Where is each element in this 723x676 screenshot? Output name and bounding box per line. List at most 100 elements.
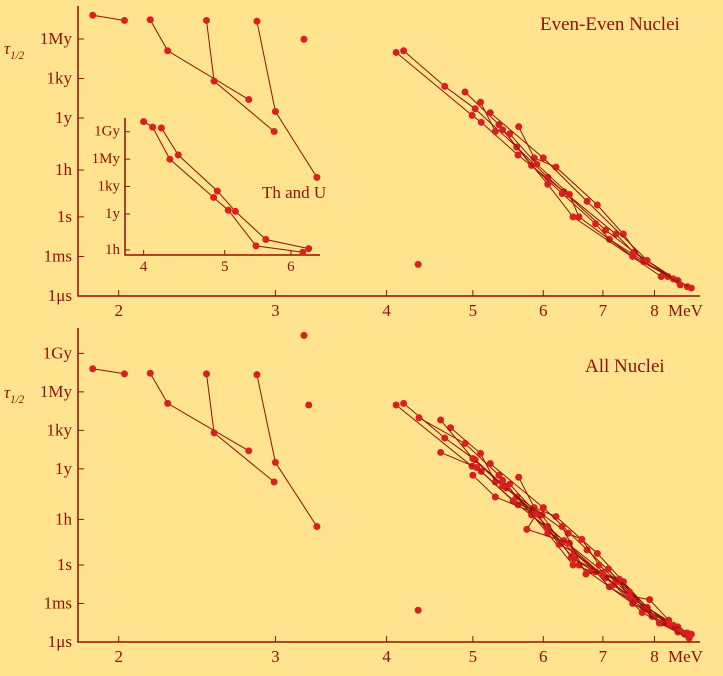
y-tick-label: 1ky [47, 69, 73, 88]
x-tick-label: 7 [599, 301, 608, 320]
y-tick-label: 1Gy [43, 343, 73, 362]
data-point [499, 126, 506, 133]
x-tick-label: 6 [539, 301, 548, 320]
data-point [595, 562, 602, 569]
data-point [245, 447, 252, 454]
data-point [211, 78, 218, 85]
inset-y-tick: 1y [105, 206, 121, 222]
data-point [499, 482, 506, 489]
data-point [437, 449, 444, 456]
inset-point [214, 188, 221, 195]
inset-point [166, 156, 173, 163]
y-tick-label: 1My [40, 382, 73, 401]
data-point [477, 99, 484, 106]
series-line [519, 477, 692, 634]
data-point [515, 151, 522, 158]
data-point [164, 47, 171, 54]
data-point [478, 119, 485, 126]
data-point [473, 464, 480, 471]
series-line [257, 375, 317, 527]
data-point [552, 164, 559, 171]
data-point [245, 96, 252, 103]
data-point [400, 400, 407, 407]
data-point [203, 370, 210, 377]
axis [78, 6, 700, 296]
series-line [93, 15, 125, 20]
data-point [540, 154, 547, 161]
series-line [150, 20, 249, 100]
data-point [305, 401, 312, 408]
y-tick-label: 1y [55, 459, 73, 478]
inset-y-tick: 1My [92, 151, 121, 167]
data-point [441, 83, 448, 90]
data-point [271, 478, 278, 485]
panel-title: All Nuclei [585, 356, 665, 377]
data-point [89, 365, 96, 372]
series-line [257, 21, 317, 177]
data-point [584, 198, 591, 205]
data-point [594, 202, 601, 209]
data-point [644, 257, 651, 264]
x-tick-label: 6 [539, 647, 548, 666]
data-point [492, 128, 499, 135]
y-tick-label: 1h [55, 509, 73, 528]
data-point [544, 181, 551, 188]
data-point [211, 429, 218, 436]
x-axis-label: MeV [668, 301, 704, 320]
data-point [533, 510, 540, 517]
inset-point [232, 208, 239, 215]
data-point [393, 401, 400, 408]
data-point [271, 128, 278, 135]
y-tick-label: 1My [40, 29, 73, 48]
inset-point [175, 151, 182, 158]
data-point [656, 620, 663, 627]
y-tick-label: 1h [55, 160, 73, 179]
x-tick-label: 3 [271, 301, 280, 320]
x-tick-label: 5 [469, 647, 478, 666]
chart-canvas: 23456781My1ky1y1h1s1ms1μsMeVτ1/2Even-Eve… [0, 0, 723, 676]
data-point [313, 523, 320, 530]
data-point [540, 504, 547, 511]
data-point [487, 460, 494, 467]
data-point [313, 174, 320, 181]
y-tick-label: 1s [57, 207, 72, 226]
data-point [416, 414, 423, 421]
inset-title: Th and U [262, 183, 326, 202]
data-point [677, 281, 684, 288]
inset-point [225, 207, 232, 214]
y-axis-label: τ1/2 [4, 39, 25, 62]
x-tick-label: 7 [599, 647, 608, 666]
data-point [559, 190, 566, 197]
data-point [575, 213, 582, 220]
data-point [582, 570, 589, 577]
data-point [203, 17, 210, 24]
x-tick-label: 4 [382, 301, 391, 320]
data-point [646, 596, 653, 603]
data-point [594, 550, 601, 557]
data-point [515, 474, 522, 481]
data-point [566, 191, 573, 198]
inset-point [140, 118, 147, 125]
x-tick-label: 5 [469, 301, 478, 320]
x-tick-label: 4 [382, 647, 391, 666]
y-tick-label: 1y [55, 108, 73, 127]
inset-point [305, 245, 312, 252]
data-point [300, 36, 307, 43]
inset-y-tick: 1Gy [94, 124, 120, 140]
data-point [462, 88, 469, 95]
y-tick-label: 1μs [48, 286, 72, 305]
data-point [552, 513, 559, 520]
data-point [523, 526, 530, 533]
data-point [415, 261, 422, 268]
data-point [469, 112, 476, 119]
inset-point [299, 249, 306, 256]
data-point [121, 17, 128, 24]
series-line [207, 374, 275, 482]
inset-point [262, 236, 269, 243]
data-point [592, 220, 599, 227]
data-point [437, 417, 444, 424]
data-point [147, 16, 154, 23]
y-axis-label: τ1/2 [4, 383, 25, 406]
inset-x-tick: 4 [140, 259, 148, 275]
data-point [300, 332, 307, 339]
